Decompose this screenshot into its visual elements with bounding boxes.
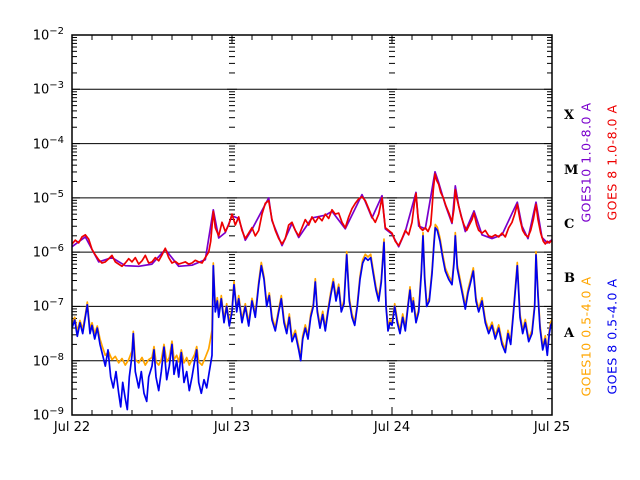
y-tick-label: 10−2 [32, 26, 64, 44]
y-tick-label: 10−7 [32, 297, 64, 315]
flare-class-label-c: C [564, 217, 575, 232]
flare-class-label-a: A [564, 325, 575, 341]
legend-goes10-1-0-8-0-a: GOES10 1.0-8.0 A [578, 102, 594, 223]
flare-class-label-x: X [564, 108, 575, 124]
y-tick-label: 10−8 [32, 351, 64, 370]
legend-goes10-0-5-4-0-a: GOES10 0.5-4.0 A [578, 276, 594, 397]
y-tick-label: 10−3 [32, 80, 64, 98]
series-goes-8-0-5-4-0-a [72, 226, 552, 411]
series-goes10-1-0-8-0-a [72, 170, 552, 268]
flare-class-label-b: B [564, 271, 575, 287]
x-tick-label: Jul 22 [53, 420, 91, 435]
y-tick-label: 10−6 [32, 243, 64, 261]
plot-frame [71, 34, 553, 416]
x-tick-label: Jul 23 [213, 420, 251, 435]
y-tick-label: 10−5 [32, 188, 64, 207]
x-tick-label: Jul 25 [533, 420, 571, 435]
flare-class-label-m: M [564, 162, 579, 178]
x-tick-label: Jul 24 [373, 420, 411, 435]
y-tick-label: 10−9 [32, 406, 64, 424]
series-goes10-0-5-4-0-a [72, 223, 552, 366]
y-tick-label: 10−4 [32, 134, 64, 152]
series-goes-8-1-0-8-0-a [72, 173, 552, 268]
legend-goes-8-0-5-4-0-a: GOES 8 0.5-4.0 A [604, 278, 620, 395]
legend-goes-8-1-0-8-0-a: GOES 8 1.0-8.0 A [604, 104, 620, 221]
